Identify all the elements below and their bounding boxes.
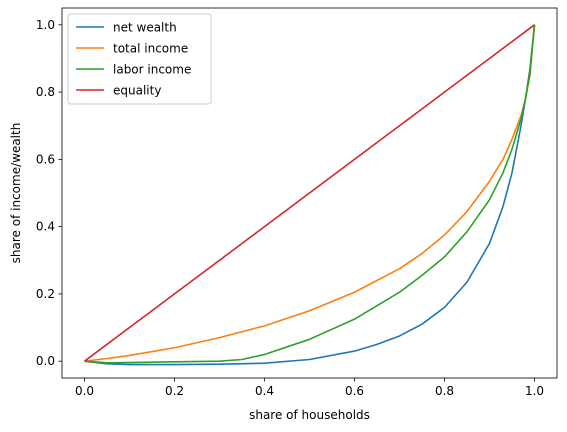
plot-frame [61,7,558,379]
y-tick-label: 1.0 [36,18,55,32]
legend-label-total-income: total income [113,42,188,56]
x-tick-label: 0.4 [255,384,274,398]
y-axis-ticks: 0.0 0.2 0.4 0.6 0.8 1.0 [36,18,62,368]
legend-box [67,13,212,105]
series-line-net-wealth [84,24,536,366]
x-axis-ticks: 0.0 0.2 0.4 0.6 0.8 1.0 [75,378,544,398]
x-tick-label: 0.8 [435,384,454,398]
legend-label-equality: equality [113,84,161,98]
legend-label-net-wealth: net wealth [113,21,177,35]
y-tick-label: 0.4 [36,220,55,234]
legend: net wealth total income labor income equali… [67,13,212,105]
series-line-labor-income [84,24,536,364]
y-tick-label: 0.0 [36,354,55,368]
x-axis-label: share of households [249,408,370,422]
y-tick-label: 0.8 [36,85,55,99]
y-tick-label: 0.2 [36,287,55,301]
y-axis-label: share of income/wealth [9,123,23,264]
x-tick-label: 0.2 [165,384,184,398]
legend-label-labor-income: labor income [113,63,191,77]
x-tick-label: 1.0 [525,384,544,398]
y-tick-label: 0.6 [36,152,55,166]
x-tick-label: 0.0 [75,384,94,398]
series-layer [84,24,536,366]
series-line-equality [84,24,535,362]
x-tick-label: 0.6 [345,384,364,398]
